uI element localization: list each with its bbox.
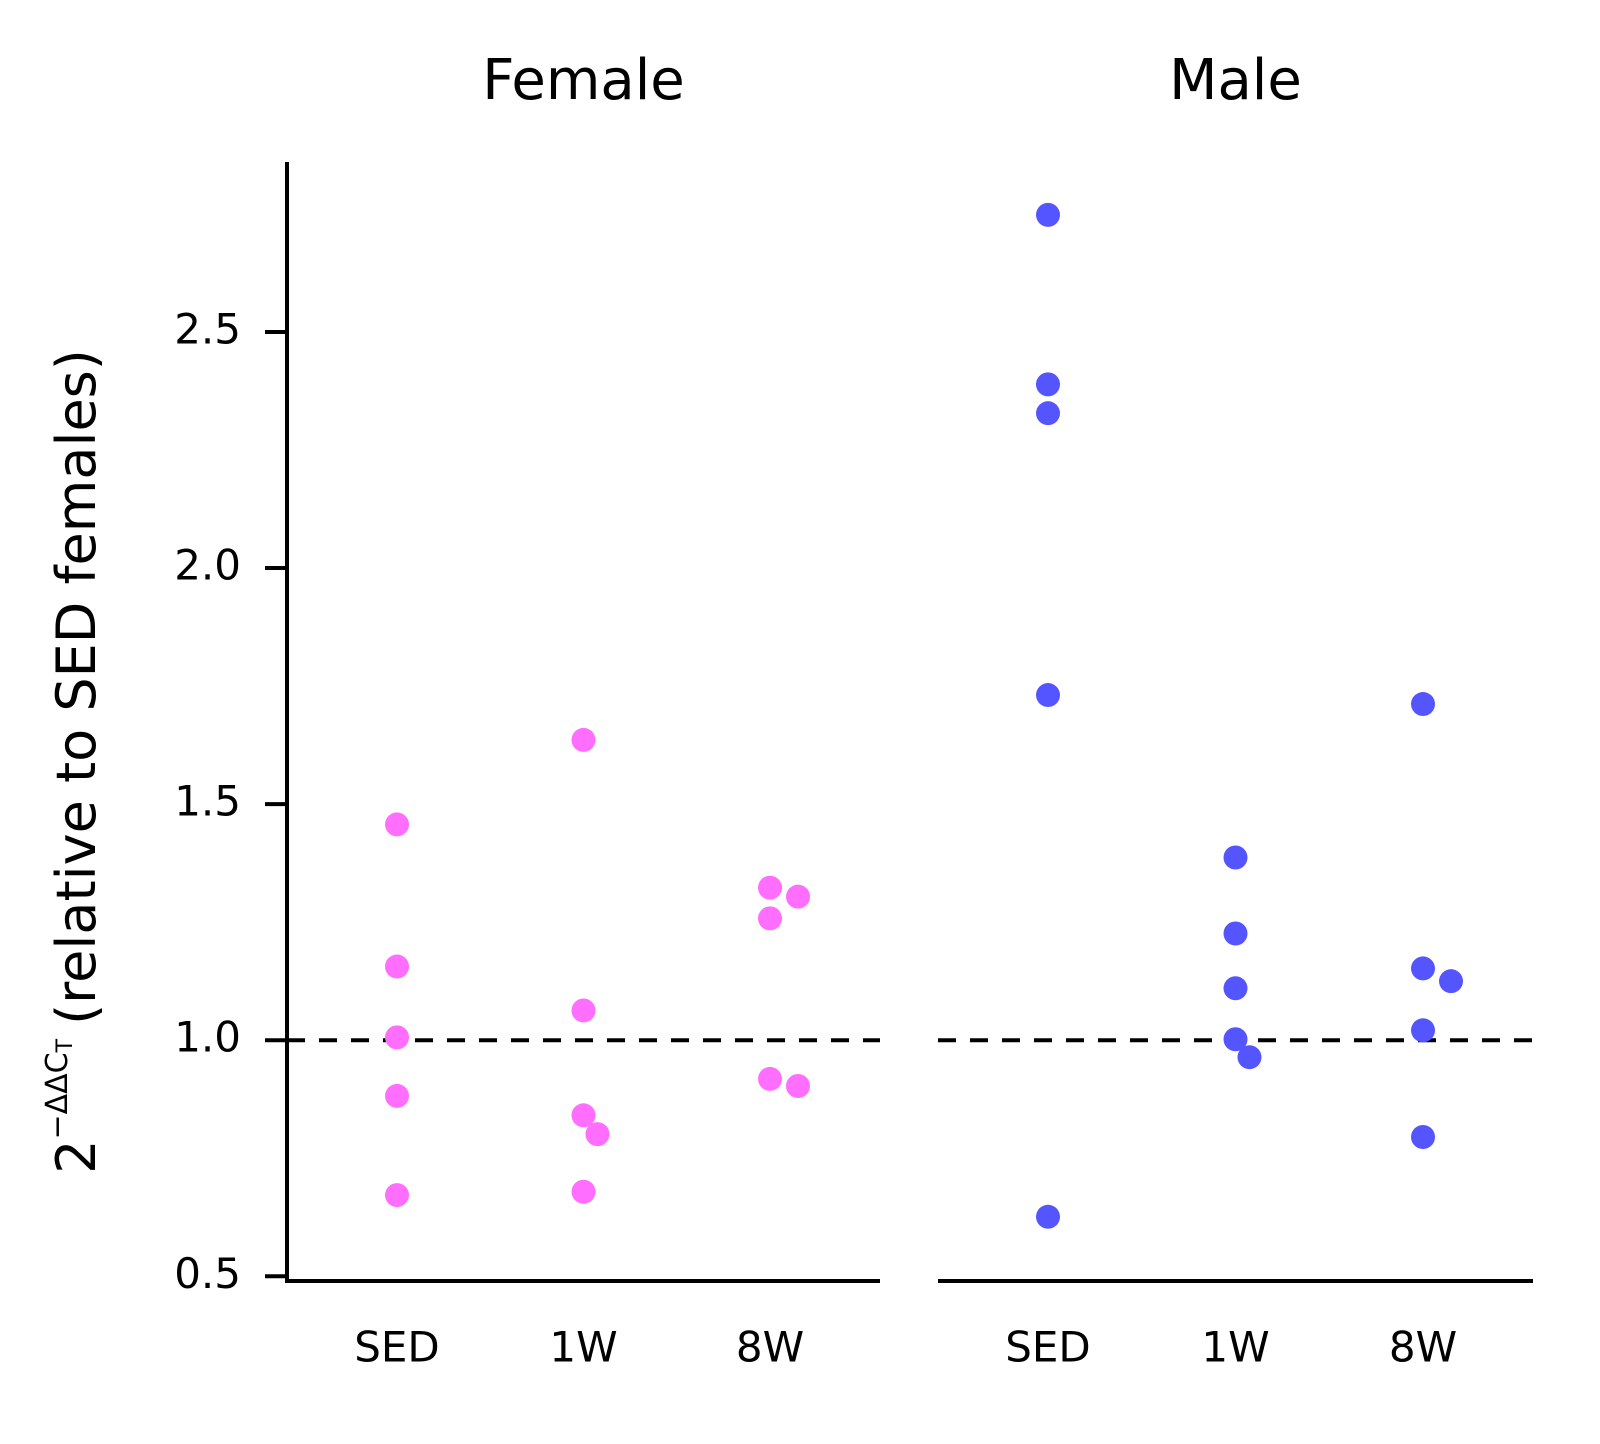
data-point: [1036, 1204, 1060, 1229]
data-point: [1223, 845, 1248, 870]
data-point: [1223, 1027, 1248, 1052]
data-point: [786, 884, 810, 909]
data-point: [571, 1179, 596, 1204]
data-point: [1036, 401, 1060, 426]
data-point: [758, 875, 782, 900]
data-point: [585, 1122, 610, 1147]
data-point: [1237, 1045, 1262, 1070]
y-tick-label: 2.0: [174, 541, 241, 590]
data-point: [571, 727, 596, 752]
x-tick-label: 1W: [1201, 1323, 1269, 1372]
x-tick-label: SED: [1005, 1323, 1091, 1372]
data-point: [385, 812, 409, 837]
data-point: [571, 1103, 596, 1128]
data-point: [1411, 1124, 1435, 1149]
x-tick-label: SED: [354, 1323, 440, 1372]
y-label-exponent-subscript: T: [53, 1038, 78, 1053]
data-point: [1223, 976, 1248, 1001]
data-point: [1036, 372, 1060, 397]
data-point: [1223, 921, 1248, 946]
x-tick-label: 1W: [549, 1323, 617, 1372]
data-point: [786, 1074, 810, 1099]
y-label-exponent: −ΔΔC: [40, 1052, 75, 1139]
data-point: [385, 954, 409, 979]
x-tick-label: 8W: [736, 1323, 804, 1372]
y-axis-label: 2−ΔΔCT (relative to SED females): [40, 349, 108, 1174]
data-point: [571, 998, 596, 1023]
y-label-base: 2: [45, 1140, 108, 1174]
panel-title: Male: [1169, 48, 1302, 113]
data-point: [1036, 683, 1060, 708]
data-point: [385, 1025, 409, 1050]
y-label-text: (relative to SED females): [45, 349, 108, 1025]
x-tick-label: 8W: [1389, 1323, 1457, 1372]
data-point: [1036, 202, 1060, 227]
y-tick-label: 1.5: [174, 777, 241, 826]
data-point: [385, 1083, 409, 1108]
y-tick-label: 1.0: [174, 1013, 241, 1062]
data-point: [758, 1066, 782, 1091]
data-point: [385, 1183, 409, 1208]
data-point: [1439, 969, 1463, 994]
data-point: [1411, 692, 1435, 717]
y-tick-label: 0.5: [174, 1249, 241, 1298]
data-point: [1411, 956, 1435, 981]
data-point: [758, 906, 782, 931]
y-tick-label: 2.5: [174, 304, 241, 353]
panel-title: Female: [482, 48, 684, 113]
data-point: [1411, 1018, 1435, 1043]
